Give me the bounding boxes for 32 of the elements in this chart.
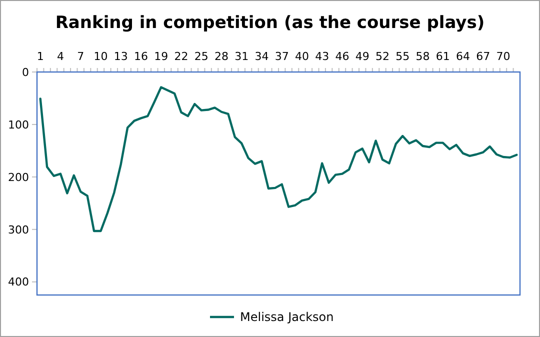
x-tick-label: 64 [456,50,470,63]
x-tick-label: 7 [77,50,84,63]
x-tick-label: 4 [56,50,64,63]
x-tick-label: 55 [396,50,410,63]
x-tick-label: 25 [194,50,208,63]
x-tick-label: 40 [294,50,309,63]
x-tick-label: 28 [214,50,228,63]
x-tick-label: 13 [114,50,128,63]
x-tick-label: 46 [335,50,350,63]
y-tick-label: 400 [8,276,29,289]
line-series [39,86,518,232]
x-tick-label: 19 [154,50,168,63]
y-tick-label: 100 [8,118,29,132]
x-tick-label: 52 [375,50,390,63]
x-tick-label: 49 [355,50,370,63]
x-tick-label: 16 [134,50,148,63]
x-tick-label: 1 [36,50,44,63]
x-tick-label: 22 [174,50,188,63]
x-tick-label: 10 [94,50,108,63]
y-tick-label: 200 [8,170,29,184]
x-tick-label: 43 [315,50,330,63]
x-tick-label: 67 [476,50,490,63]
x-tick-label: 34 [254,50,269,63]
chart-title: Ranking in competition (as the course plays) [55,13,485,33]
y-tick-label: 0 [22,66,29,79]
x-tick-label: 70 [496,50,510,63]
x-tick-label: 61 [436,50,450,63]
legend-label: Melissa Jackson [240,310,334,324]
x-tick-label: 37 [274,50,289,63]
x-tick-label: 58 [416,50,430,63]
x-tick-label: 31 [234,50,249,63]
y-tick-label: 300 [8,223,29,236]
